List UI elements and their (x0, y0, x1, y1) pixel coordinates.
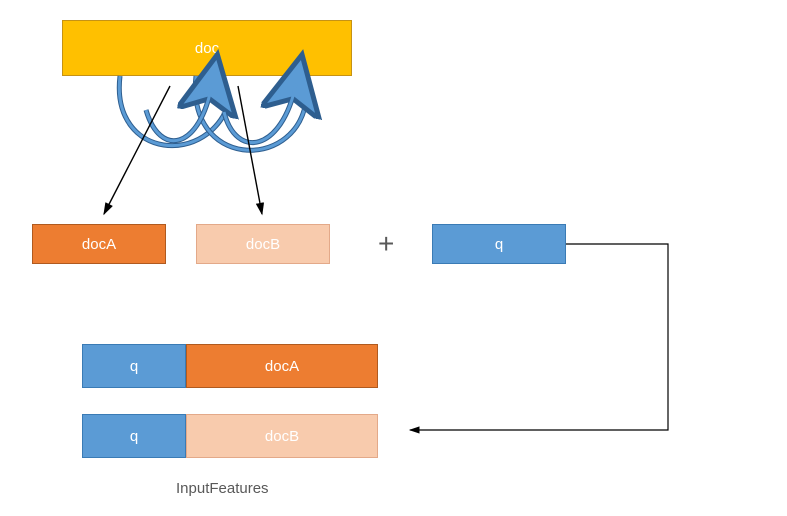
plus-symbol: + (378, 228, 394, 260)
caption-inputfeatures: InputFeatures (176, 480, 269, 497)
diagram-stage: doc docA docB q + q docA q docB InputFea… (0, 0, 787, 516)
box-docB-label: docB (246, 236, 280, 253)
box-docA-label: docA (82, 236, 116, 253)
box-doc: doc (62, 20, 352, 76)
box-q-label: q (495, 236, 503, 253)
box-doc-label: doc (195, 40, 219, 57)
box-row1-q: q (82, 344, 186, 388)
box-row1-docA-label: docA (265, 358, 299, 375)
box-row2-q-label: q (130, 428, 138, 445)
box-row2-docB-label: docB (265, 428, 299, 445)
box-row1-docA: docA (186, 344, 378, 388)
box-docA: docA (32, 224, 166, 264)
box-docB: docB (196, 224, 330, 264)
box-row2-docB: docB (186, 414, 378, 458)
box-row2-q: q (82, 414, 186, 458)
box-row1-q-label: q (130, 358, 138, 375)
box-q: q (432, 224, 566, 264)
